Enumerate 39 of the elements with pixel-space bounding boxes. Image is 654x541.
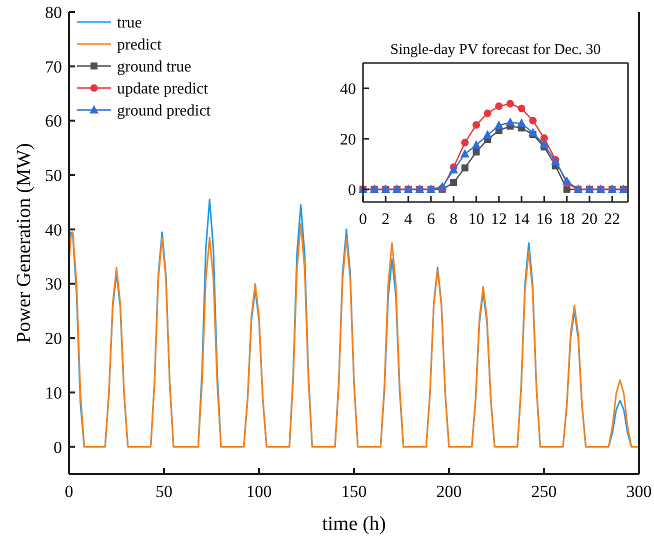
x-tick-label: 2 [382,211,390,228]
y-tick-label: 60 [45,112,62,131]
y-tick-label: 10 [45,383,62,402]
x-tick-label: 8 [450,211,458,228]
y-tick-label: 50 [45,166,62,186]
x-tick-label: 200 [436,482,462,501]
x-tick-label: 10 [468,211,484,228]
legend-label: ground predict [117,102,212,120]
y-tick-label: 0 [54,438,62,457]
x-tick-label: 12 [490,211,507,228]
chart-title: Single-day PV forecast for Dec. 30 [390,42,601,58]
x-axis-title: time (h) [322,513,386,535]
x-tick-label: 20 [581,211,598,228]
legend-label: ground true [117,58,192,76]
y-tick-label: 20 [45,329,62,348]
y-tick-label: 20 [340,131,356,148]
x-tick-label: 6 [426,211,435,228]
y-tick-label: 80 [45,2,62,22]
x-tick-label: 16 [536,211,552,228]
y-tick-label: 30 [45,274,62,294]
x-tick-label: 50 [156,482,172,501]
x-tick-label: 18 [558,211,575,228]
x-tick-label: 150 [341,482,367,501]
x-tick-label: 300 [626,482,652,501]
legend-label: true [117,14,142,32]
x-tick-label: 14 [514,211,530,228]
x-tick-label: 4 [404,211,412,228]
y-tick-label: 70 [45,57,62,76]
x-tick-label: 100 [246,482,272,501]
y-tick-label: 40 [45,220,62,240]
legend-label: predict [117,36,162,54]
legend-label: update predict [117,80,209,98]
x-tick-label: 0 [359,211,367,228]
x-tick-label: 250 [531,482,557,501]
x-tick-label: 0 [64,482,74,501]
y-tick-label: 40 [340,80,356,98]
x-tick-label: 22 [604,211,620,228]
y-tick-label: 0 [348,182,356,199]
y-axis-title: Power Generation (MW) [13,143,35,343]
